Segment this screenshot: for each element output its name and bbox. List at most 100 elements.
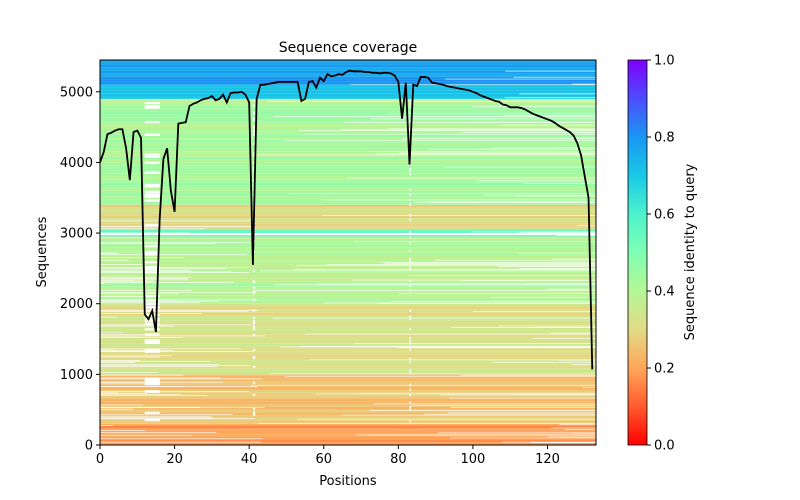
coverage-gap-streak	[252, 142, 256, 145]
coverage-gap-streak	[409, 202, 412, 205]
coverage-gap-streak	[450, 437, 596, 439]
identity-band-row	[100, 142, 596, 146]
coverage-gap-streak	[100, 378, 262, 380]
y-tick-label: 1000	[60, 368, 93, 383]
x-axis-ticks: 0 20 40 60 80 100 120	[96, 445, 560, 467]
coverage-gap-streak	[144, 106, 160, 109]
identity-band-row	[100, 365, 596, 369]
identity-band-row	[100, 76, 596, 80]
coverage-gap-streak	[491, 147, 596, 149]
identity-band-row	[100, 114, 596, 118]
identity-band-row	[100, 326, 596, 330]
coverage-gap-streak	[144, 348, 160, 351]
identity-band-row	[100, 84, 596, 88]
coverage-gap-streak	[409, 173, 412, 176]
coverage-gap-streak	[144, 190, 160, 193]
coverage-gap-streak	[280, 346, 596, 348]
x-axis-label: Positions	[319, 474, 377, 489]
identity-band-row	[100, 363, 596, 366]
coverage-gap-streak	[252, 152, 256, 155]
coverage-gap-streak	[100, 366, 218, 368]
coverage-gap-streak	[144, 185, 160, 188]
coverage-gap-streak	[100, 299, 258, 301]
coverage-gap-streak	[100, 276, 192, 278]
coverage-gap-streak	[100, 351, 254, 352]
identity-band-row	[100, 199, 596, 202]
coverage-gap-streak	[100, 259, 130, 261]
identity-band-row	[100, 187, 596, 191]
coverage-gap-streak	[100, 391, 249, 392]
coverage-gap-streak	[461, 132, 596, 133]
coverage-gap-streak	[100, 254, 248, 255]
coverage-gap-streak	[100, 393, 147, 394]
y-tick-label: 0	[85, 439, 93, 454]
identity-band-row	[100, 252, 596, 256]
coverage-gap-streak	[100, 417, 214, 419]
identity-band-row	[100, 374, 596, 376]
coverage-gap-streak	[273, 116, 596, 117]
coverage-gap-streak	[525, 283, 596, 284]
coverage-gap-streak	[144, 377, 160, 380]
coverage-gap-streak	[571, 364, 596, 365]
identity-band-row	[100, 360, 596, 364]
coverage-gap-streak	[100, 360, 141, 361]
coverage-gap-streak	[252, 393, 256, 397]
identity-band-row	[100, 244, 596, 248]
coverage-gap-streak	[144, 155, 160, 158]
coverage-gap-streak	[558, 359, 596, 361]
coverage-gaps	[100, 70, 596, 444]
identity-band-row	[100, 103, 596, 106]
coverage-gap-streak	[409, 127, 412, 130]
coverage-gap-streak	[461, 375, 596, 376]
identity-band-row	[100, 423, 596, 426]
colorbar	[627, 59, 648, 446]
coverage-gap-streak	[501, 441, 596, 443]
coverage-gap-streak	[533, 327, 596, 328]
coverage-gap-streak	[144, 183, 160, 186]
coverage-gap-streak	[100, 430, 146, 431]
coverage-gap-streak	[550, 332, 596, 334]
identity-band-row	[100, 404, 596, 407]
identity-band-row	[100, 151, 596, 154]
coverage-gap-streak	[284, 376, 596, 378]
identity-band-row	[100, 334, 596, 338]
coverage-gap-streak	[144, 194, 160, 197]
identity-band-row	[100, 105, 596, 109]
coverage-gap-streak	[434, 259, 596, 261]
coverage-gap-streak	[409, 342, 412, 345]
coverage-gap-streak	[551, 427, 596, 429]
coverage-gap-streak	[447, 412, 596, 414]
coverage-gap-streak	[297, 265, 596, 266]
identity-band-row	[100, 389, 596, 393]
coverage-gap-streak	[341, 129, 596, 131]
coverage-gap-streak	[252, 407, 256, 410]
coverage-gap-streak	[517, 252, 596, 254]
coverage-gap-streak	[144, 102, 160, 105]
identity-band-row	[100, 108, 596, 112]
coverage-gap-streak	[424, 413, 596, 415]
coverage-gap-streak	[260, 270, 596, 272]
coverage-gap-streak	[505, 70, 596, 72]
coverage-gap-streak	[252, 320, 256, 323]
coverage-gap-streak	[100, 280, 135, 282]
identity-band-row	[100, 137, 596, 140]
coverage-gap-streak	[409, 219, 412, 222]
identity-band-row	[100, 162, 596, 166]
coverage-gap-streak	[449, 397, 596, 399]
identity-band-row	[100, 343, 596, 347]
coverage-gap-streak	[409, 388, 412, 391]
coverage-gap-streak	[322, 215, 596, 217]
coverage-gap-streak	[252, 325, 256, 328]
x-tick-label: 0	[96, 452, 104, 467]
coverage-gap-streak	[300, 345, 596, 347]
coverage-gap-streak	[100, 271, 232, 272]
coverage-gap-streak	[100, 407, 201, 408]
colorbar-tick-label: 0.8	[654, 131, 675, 146]
coverage-gap-streak	[100, 334, 153, 336]
coverage-gap-streak	[409, 279, 412, 282]
coverage-gap-streak	[284, 140, 596, 142]
coverage-gap-streak	[252, 348, 256, 351]
coverage-gap-streak	[344, 122, 596, 123]
coverage-gap-streak	[144, 302, 160, 306]
